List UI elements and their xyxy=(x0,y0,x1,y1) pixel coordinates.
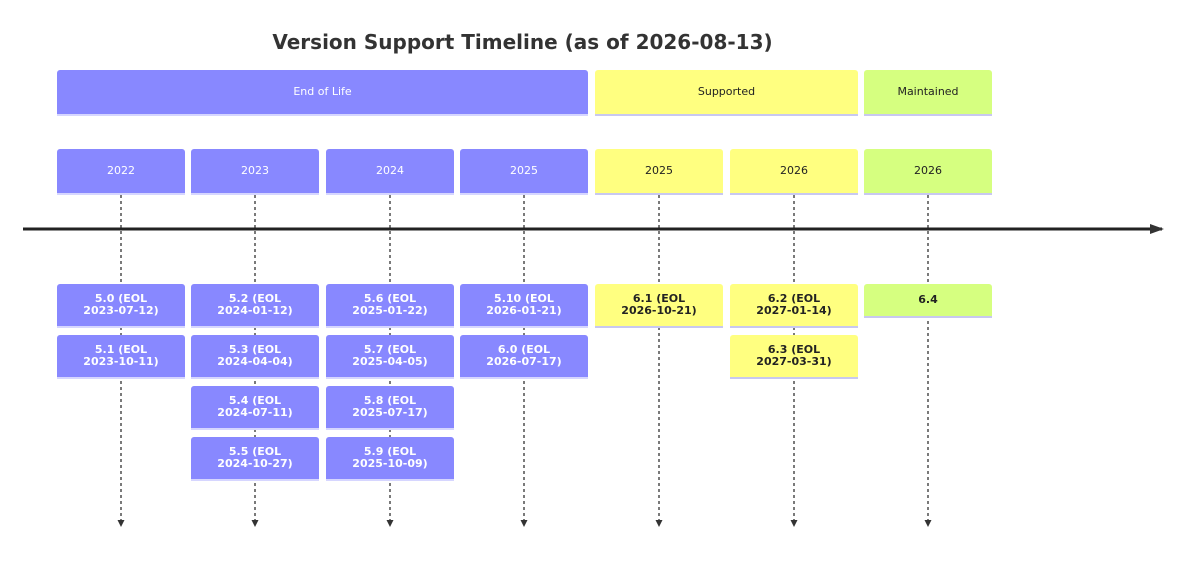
version-label: 6.4 xyxy=(918,293,938,306)
version-event: 5.5 (EOL 2024-10-27) xyxy=(191,437,319,481)
version-event: 6.1 (EOL 2026-10-21) xyxy=(595,284,723,328)
version-label: 5.6 (EOL xyxy=(363,292,417,305)
version-label: 6.2 (EOL xyxy=(767,292,821,305)
version-label: 5.0 (EOL xyxy=(94,292,148,305)
version-event: 5.10 (EOL 2026-01-21) xyxy=(460,284,588,328)
version-event: 5.9 (EOL 2025-10-09) xyxy=(326,437,454,481)
version-label: 5.5 (EOL xyxy=(228,445,282,458)
connector-arrowhead xyxy=(117,520,125,527)
version-label: 5.9 (EOL xyxy=(363,445,417,458)
period-header: 2026 xyxy=(730,149,858,195)
version-event: 6.0 (EOL 2026-07-17) xyxy=(460,335,588,379)
eol-date: 2027-01-14) xyxy=(756,304,832,317)
eol-date: 2024-04-04) xyxy=(217,355,293,368)
connector-arrowhead xyxy=(251,520,259,527)
eol-date: 2025-01-22) xyxy=(352,304,428,317)
version-event: 6.2 (EOL 2027-01-14) xyxy=(730,284,858,328)
connector-arrowhead xyxy=(655,520,663,527)
eol-date: 2024-10-27) xyxy=(217,457,293,470)
version-event: 5.7 (EOL 2025-04-05) xyxy=(326,335,454,379)
diagram-title: Version Support Timeline (as of 2026-08-… xyxy=(272,30,773,54)
eol-date: 2023-07-12) xyxy=(83,304,159,317)
version-event: 5.6 (EOL 2025-01-22) xyxy=(326,284,454,328)
section-header-supported: Supported xyxy=(595,70,858,116)
version-event: 5.1 (EOL 2023-10-11) xyxy=(57,335,185,379)
version-label: 5.3 (EOL xyxy=(228,343,282,356)
version-label: 6.0 (EOL xyxy=(497,343,551,356)
period-header: 2022 xyxy=(57,149,185,195)
section-header-end-of-life: End of Life xyxy=(57,70,588,116)
connector-arrowhead xyxy=(790,520,798,527)
eol-date: 2025-04-05) xyxy=(352,355,428,368)
period-header: 2024 xyxy=(326,149,454,195)
section-header-maintained: Maintained xyxy=(864,70,992,116)
version-label: 5.1 (EOL xyxy=(94,343,148,356)
version-label: 5.8 (EOL xyxy=(363,394,417,407)
version-event: 5.2 (EOL 2024-01-12) xyxy=(191,284,319,328)
version-label: 5.2 (EOL xyxy=(228,292,282,305)
version-event: 5.3 (EOL 2024-04-04) xyxy=(191,335,319,379)
version-label: 6.3 (EOL xyxy=(767,343,821,356)
period-header: 2023 xyxy=(191,149,319,195)
eol-date: 2024-07-11) xyxy=(217,406,293,419)
connector-arrowhead xyxy=(386,520,394,527)
version-event: 5.4 (EOL 2024-07-11) xyxy=(191,386,319,430)
eol-date: 2025-10-09) xyxy=(352,457,428,470)
version-label: 5.4 (EOL xyxy=(228,394,282,407)
eol-date: 2026-10-21) xyxy=(621,304,697,317)
version-label: 6.1 (EOL xyxy=(632,292,686,305)
eol-date: 2025-07-17) xyxy=(352,406,428,419)
period-header: 2025 xyxy=(595,149,723,195)
eol-date: 2024-01-12) xyxy=(217,304,293,317)
connector-arrowhead xyxy=(520,520,528,527)
eol-date: 2023-10-11) xyxy=(83,355,159,368)
connector-arrowhead xyxy=(924,520,932,527)
version-event: 5.8 (EOL 2025-07-17) xyxy=(326,386,454,430)
period-header: 2026 xyxy=(864,149,992,195)
period-header: 2025 xyxy=(460,149,588,195)
eol-date: 2026-01-21) xyxy=(486,304,562,317)
eol-date: 2026-07-17) xyxy=(486,355,562,368)
version-event: 6.4 xyxy=(864,284,992,318)
version-event: 6.3 (EOL 2027-03-31) xyxy=(730,335,858,379)
version-label: 5.10 (EOL xyxy=(494,292,554,305)
version-label: 5.7 (EOL xyxy=(363,343,417,356)
version-event: 5.0 (EOL 2023-07-12) xyxy=(57,284,185,328)
eol-date: 2027-03-31) xyxy=(756,355,832,368)
